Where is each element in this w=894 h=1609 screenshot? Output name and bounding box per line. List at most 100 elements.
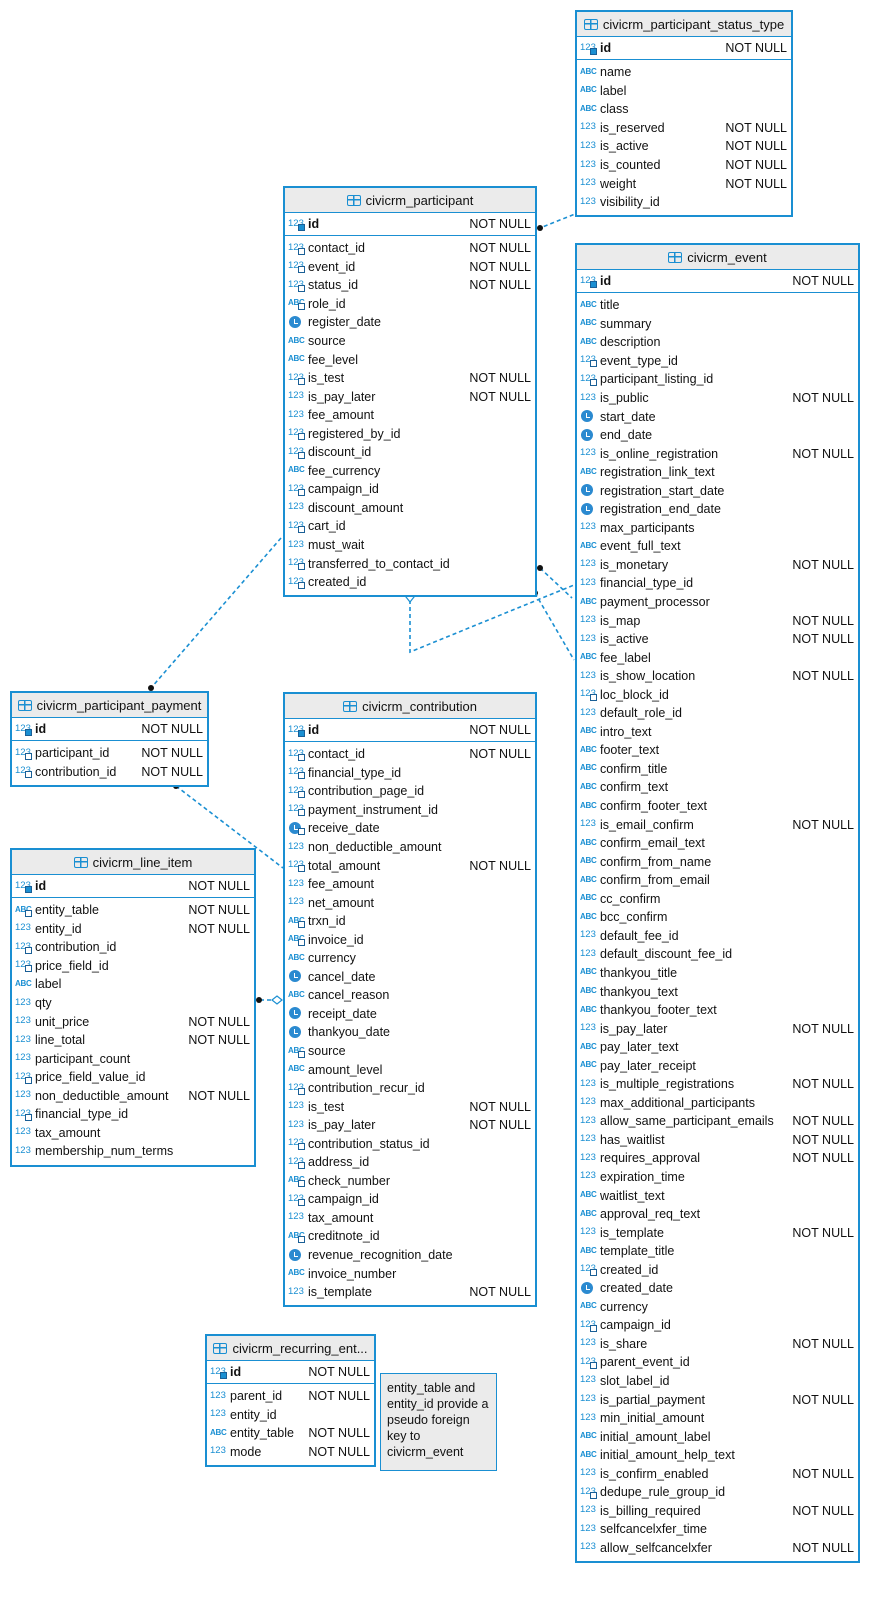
table-civicrm-recurring-ent[interactable]: civicrm_recurring_ent... 123 id NOT NULL 123… bbox=[205, 1334, 376, 1468]
column-row[interactable]: 123 event_type_id bbox=[577, 352, 858, 371]
column-row[interactable]: 123 fee_amount bbox=[285, 875, 535, 894]
column-row[interactable]: 123 is_template NOT NULL bbox=[285, 1283, 535, 1302]
column-row[interactable]: 123 min_initial_amount bbox=[577, 1409, 858, 1428]
column-row[interactable]: ABC creditnote_id bbox=[285, 1227, 535, 1246]
column-row[interactable]: ABC currency bbox=[285, 949, 535, 968]
column-row[interactable]: 123 is_reserved NOT NULL bbox=[577, 119, 791, 138]
column-row[interactable]: ABC label bbox=[12, 975, 254, 994]
column-row[interactable]: 123 default_fee_id bbox=[577, 927, 858, 946]
column-row[interactable]: 123 is_public NOT NULL bbox=[577, 389, 858, 408]
column-row[interactable]: ABC description bbox=[577, 333, 858, 352]
column-row[interactable]: receive_date bbox=[285, 819, 535, 838]
table-civicrm-participant-payment[interactable]: civicrm_participant_payment 123 id NOT NULL… bbox=[10, 691, 209, 788]
column-row[interactable]: ABC entity_table NOT NULL bbox=[12, 901, 254, 920]
column-row[interactable]: 123 contribution_status_id bbox=[285, 1134, 535, 1153]
column-row[interactable]: 123 membership_num_terms bbox=[12, 1142, 254, 1161]
column-row[interactable]: 123 participant_count bbox=[12, 1049, 254, 1068]
column-row[interactable]: registration_end_date bbox=[577, 500, 858, 519]
column-row[interactable]: 123 expiration_time bbox=[577, 1168, 858, 1187]
primary-key-row[interactable]: 123 id NOT NULL bbox=[285, 719, 535, 742]
column-row[interactable]: 123 allow_same_participant_emails NOT NULL bbox=[577, 1112, 858, 1131]
column-row[interactable]: 123 visibility_id bbox=[577, 193, 791, 212]
column-row[interactable]: 123 qty bbox=[12, 994, 254, 1013]
primary-key-row[interactable]: 123 id NOT NULL bbox=[285, 213, 535, 236]
column-row[interactable]: receipt_date bbox=[285, 1005, 535, 1024]
column-row[interactable]: 123 is_test NOT NULL bbox=[285, 369, 535, 388]
column-row[interactable]: ABC confirm_from_email bbox=[577, 871, 858, 890]
column-row[interactable]: 123 created_id bbox=[285, 573, 535, 592]
column-row[interactable]: registration_start_date bbox=[577, 481, 858, 500]
column-row[interactable]: ABC name bbox=[577, 63, 791, 82]
column-row[interactable]: 123 non_deductible_amount bbox=[285, 838, 535, 857]
column-row[interactable]: 123 max_additional_participants bbox=[577, 1094, 858, 1113]
table-civicrm-contribution[interactable]: civicrm_contribution 123 id NOT NULL 123 cont… bbox=[283, 692, 537, 1308]
column-row[interactable]: thankyou_date bbox=[285, 1023, 535, 1042]
column-row[interactable]: 123 transferred_to_contact_id bbox=[285, 554, 535, 573]
column-row[interactable]: 123 is_billing_required NOT NULL bbox=[577, 1502, 858, 1521]
column-row[interactable]: ABC footer_text bbox=[577, 741, 858, 760]
column-row[interactable]: start_date bbox=[577, 407, 858, 426]
column-row[interactable]: 123 tax_amount bbox=[285, 1209, 535, 1228]
column-row[interactable]: 123 financial_type_id bbox=[12, 1105, 254, 1124]
column-row[interactable]: ABC confirm_email_text bbox=[577, 834, 858, 853]
column-row[interactable]: ABC confirm_title bbox=[577, 760, 858, 779]
column-row[interactable]: 123 discount_amount bbox=[285, 499, 535, 518]
column-row[interactable]: 123 participant_id NOT NULL bbox=[12, 744, 207, 763]
column-row[interactable]: ABC waitlist_text bbox=[577, 1186, 858, 1205]
table-header[interactable]: civicrm_event bbox=[577, 245, 858, 270]
column-row[interactable]: revenue_recognition_date bbox=[285, 1246, 535, 1265]
column-row[interactable]: ABC cc_confirm bbox=[577, 890, 858, 909]
column-row[interactable]: ABC cancel_reason bbox=[285, 986, 535, 1005]
column-row[interactable]: 123 net_amount bbox=[285, 893, 535, 912]
column-row[interactable]: 123 line_total NOT NULL bbox=[12, 1031, 254, 1050]
column-row[interactable]: ABC class bbox=[577, 100, 791, 119]
column-row[interactable]: 123 loc_block_id bbox=[577, 685, 858, 704]
column-row[interactable]: 123 is_partial_payment NOT NULL bbox=[577, 1390, 858, 1409]
column-row[interactable]: 123 parent_id NOT NULL bbox=[207, 1387, 374, 1406]
column-row[interactable]: 123 contribution_recur_id bbox=[285, 1079, 535, 1098]
column-row[interactable]: 123 is_share NOT NULL bbox=[577, 1335, 858, 1354]
column-row[interactable]: 123 is_multiple_registrations NOT NULL bbox=[577, 1075, 858, 1094]
column-row[interactable]: 123 is_show_location NOT NULL bbox=[577, 667, 858, 686]
column-row[interactable]: 123 entity_id bbox=[207, 1406, 374, 1425]
column-row[interactable]: end_date bbox=[577, 426, 858, 445]
column-row[interactable]: 123 campaign_id bbox=[285, 1190, 535, 1209]
column-row[interactable]: ABC template_title bbox=[577, 1242, 858, 1261]
table-civicrm-participant-status-type[interactable]: civicrm_participant_status_type 123 id NOT … bbox=[575, 10, 793, 218]
column-row[interactable]: ABC summary bbox=[577, 315, 858, 334]
table-header[interactable]: civicrm_line_item bbox=[12, 850, 254, 875]
column-row[interactable]: 123 is_counted NOT NULL bbox=[577, 156, 791, 175]
column-row[interactable]: ABC pay_later_text bbox=[577, 1038, 858, 1057]
column-row[interactable]: 123 is_pay_later NOT NULL bbox=[285, 1116, 535, 1135]
column-row[interactable]: 123 parent_event_id bbox=[577, 1353, 858, 1372]
column-row[interactable]: 123 cart_id bbox=[285, 517, 535, 536]
column-row[interactable]: 123 tax_amount bbox=[12, 1124, 254, 1143]
table-header[interactable]: civicrm_recurring_ent... bbox=[207, 1336, 374, 1361]
table-civicrm-participant[interactable]: civicrm_participant 123 id NOT NULL 123 conta… bbox=[283, 186, 537, 598]
table-header[interactable]: civicrm_participant bbox=[285, 188, 535, 213]
column-row[interactable]: ABC fee_level bbox=[285, 350, 535, 369]
column-row[interactable]: 123 total_amount NOT NULL bbox=[285, 856, 535, 875]
column-row[interactable]: 123 payment_instrument_id bbox=[285, 801, 535, 820]
column-row[interactable]: ABC pay_later_receipt bbox=[577, 1056, 858, 1075]
column-row[interactable]: ABC intro_text bbox=[577, 723, 858, 742]
table-civicrm-event[interactable]: civicrm_event 123 id NOT NULL ABC title ABC sum… bbox=[575, 243, 860, 1564]
column-row[interactable]: 123 entity_id NOT NULL bbox=[12, 920, 254, 939]
column-row[interactable]: created_date bbox=[577, 1279, 858, 1298]
column-row[interactable]: 123 is_monetary NOT NULL bbox=[577, 556, 858, 575]
column-row[interactable]: ABC label bbox=[577, 82, 791, 101]
column-row[interactable]: ABC confirm_footer_text bbox=[577, 797, 858, 816]
column-row[interactable]: 123 is_pay_later NOT NULL bbox=[285, 387, 535, 406]
column-row[interactable]: ABC invoice_id bbox=[285, 930, 535, 949]
column-row[interactable]: ABC source bbox=[285, 332, 535, 351]
column-row[interactable]: 123 participant_listing_id bbox=[577, 370, 858, 389]
column-row[interactable]: 123 financial_type_id bbox=[285, 764, 535, 783]
table-civicrm-line-item[interactable]: civicrm_line_item 123 id NOT NULL ABC entity_… bbox=[10, 848, 256, 1167]
column-row[interactable]: ABC currency bbox=[577, 1298, 858, 1317]
column-row[interactable]: ABC source bbox=[285, 1042, 535, 1061]
column-row[interactable]: 123 price_field_id bbox=[12, 957, 254, 976]
primary-key-row[interactable]: 123 id NOT NULL bbox=[207, 1361, 374, 1384]
column-row[interactable]: ABC confirm_text bbox=[577, 778, 858, 797]
column-row[interactable]: 123 is_active NOT NULL bbox=[577, 630, 858, 649]
column-row[interactable]: 123 default_role_id bbox=[577, 704, 858, 723]
